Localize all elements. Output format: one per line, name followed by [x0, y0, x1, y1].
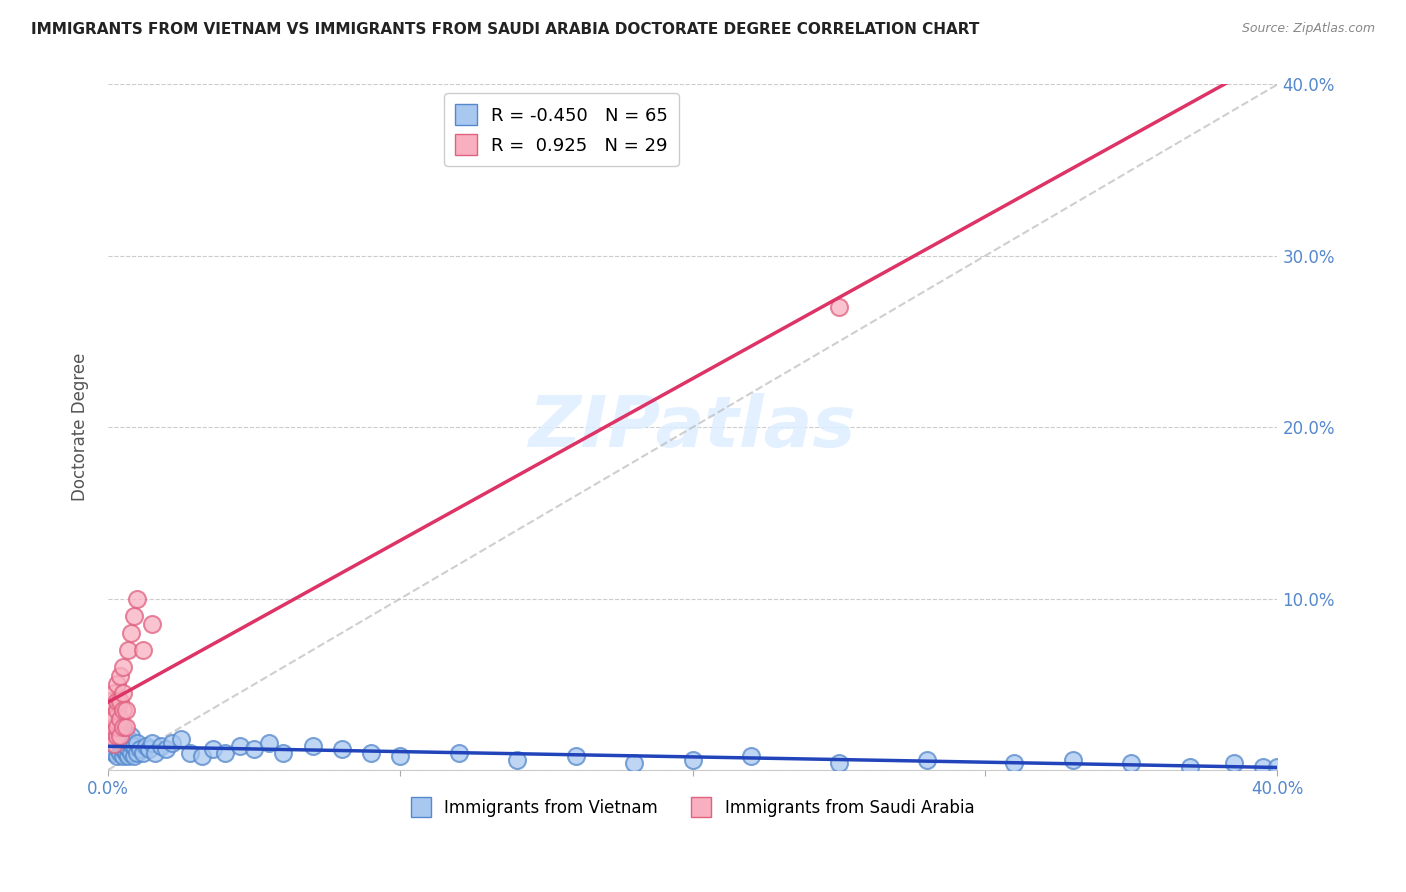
Point	[623, 756, 645, 771]
Point	[389, 749, 412, 764]
Point	[111, 686, 134, 700]
Point	[117, 740, 139, 755]
Point	[141, 735, 163, 749]
Point	[120, 729, 142, 743]
Point	[114, 729, 136, 743]
Point	[155, 742, 177, 756]
Point	[127, 591, 149, 606]
Point	[1178, 759, 1201, 773]
Point	[105, 694, 128, 708]
Point	[129, 742, 152, 756]
Point	[243, 742, 266, 756]
Point	[108, 746, 131, 760]
Point	[214, 746, 236, 760]
Point	[108, 712, 131, 726]
Point	[127, 746, 149, 760]
Point	[100, 729, 122, 743]
Point	[120, 737, 142, 751]
Point	[100, 742, 122, 756]
Point	[108, 694, 131, 708]
Point	[1251, 759, 1274, 773]
Point	[447, 746, 470, 760]
Point	[100, 732, 122, 747]
Point	[103, 686, 125, 700]
Point	[127, 735, 149, 749]
Point	[828, 300, 851, 314]
Point	[257, 735, 280, 749]
Point	[100, 694, 122, 708]
Point	[135, 739, 157, 753]
Point	[114, 746, 136, 760]
Point	[120, 746, 142, 760]
Point	[179, 746, 201, 760]
Point	[103, 720, 125, 734]
Point	[162, 735, 184, 749]
Point	[360, 746, 382, 760]
Point	[132, 643, 155, 657]
Point	[105, 703, 128, 717]
Point	[1267, 759, 1289, 773]
Point	[108, 725, 131, 739]
Point	[111, 703, 134, 717]
Point	[228, 739, 250, 753]
Point	[190, 749, 212, 764]
Point	[740, 749, 762, 764]
Point	[103, 737, 125, 751]
Point	[117, 643, 139, 657]
Point	[1062, 753, 1084, 767]
Point	[301, 739, 323, 753]
Point	[202, 742, 225, 756]
Point	[117, 732, 139, 747]
Point	[143, 746, 166, 760]
Point	[124, 608, 146, 623]
Point	[108, 669, 131, 683]
Point	[111, 660, 134, 674]
Point	[117, 749, 139, 764]
Point	[1222, 756, 1244, 771]
Point	[828, 756, 851, 771]
Point	[103, 729, 125, 743]
Point	[100, 712, 122, 726]
Point	[330, 742, 353, 756]
Point	[114, 739, 136, 753]
Point	[103, 746, 125, 760]
Point	[506, 753, 529, 767]
Point	[138, 742, 160, 756]
Point	[111, 725, 134, 739]
Text: IMMIGRANTS FROM VIETNAM VS IMMIGRANTS FROM SAUDI ARABIA DOCTORATE DEGREE CORRELA: IMMIGRANTS FROM VIETNAM VS IMMIGRANTS FR…	[31, 22, 980, 37]
Point	[105, 677, 128, 691]
Point	[105, 732, 128, 747]
Point	[1002, 756, 1025, 771]
Point	[170, 732, 193, 747]
Point	[141, 617, 163, 632]
Point	[105, 749, 128, 764]
Point	[111, 720, 134, 734]
Point	[564, 749, 586, 764]
Point	[132, 746, 155, 760]
Point	[114, 703, 136, 717]
Point	[111, 749, 134, 764]
Text: Source: ZipAtlas.com: Source: ZipAtlas.com	[1241, 22, 1375, 36]
Point	[111, 742, 134, 756]
Point	[105, 740, 128, 755]
Legend: Immigrants from Vietnam, Immigrants from Saudi Arabia: Immigrants from Vietnam, Immigrants from…	[405, 791, 981, 823]
Text: ZIPatlas: ZIPatlas	[529, 392, 856, 462]
Point	[111, 735, 134, 749]
Point	[114, 720, 136, 734]
Point	[108, 729, 131, 743]
Point	[103, 712, 125, 726]
Point	[1121, 756, 1143, 771]
Point	[124, 739, 146, 753]
Point	[120, 626, 142, 640]
Point	[682, 753, 704, 767]
Point	[108, 737, 131, 751]
Point	[124, 749, 146, 764]
Point	[105, 729, 128, 743]
Y-axis label: Doctorate Degree: Doctorate Degree	[72, 353, 89, 501]
Point	[103, 737, 125, 751]
Point	[273, 746, 295, 760]
Point	[105, 720, 128, 734]
Point	[915, 753, 938, 767]
Point	[149, 739, 172, 753]
